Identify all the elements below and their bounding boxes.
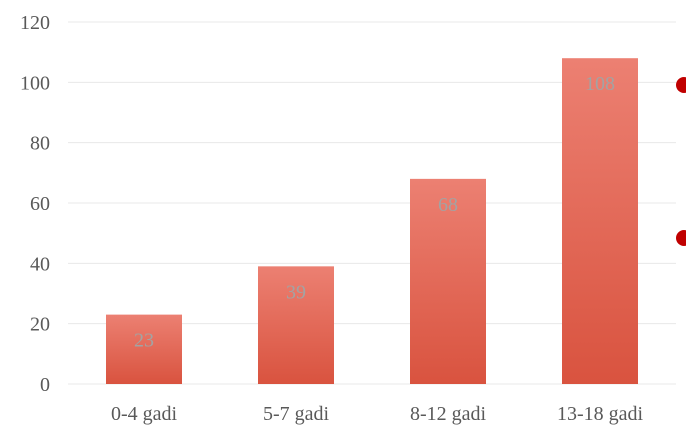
- y-tick-label: 40: [30, 253, 50, 275]
- bar: [562, 58, 638, 384]
- x-tick-label: 8-12 gadi: [410, 403, 487, 425]
- y-tick-label: 20: [30, 314, 50, 336]
- x-axis-tick-labels: 0-4 gadi 5-7 gadi 8-12 gadi 13-18 gadi: [111, 403, 644, 425]
- data-label: 68: [438, 194, 458, 216]
- data-label: 39: [286, 281, 306, 303]
- y-tick-label: 100: [20, 72, 50, 94]
- x-tick-label: 13-18 gadi: [557, 403, 644, 425]
- x-tick-label: 0-4 gadi: [111, 403, 178, 425]
- x-tick-label: 5-7 gadi: [263, 403, 330, 425]
- y-tick-label: 80: [30, 133, 50, 155]
- y-axis-tick-labels: 0 20 40 60 80 100 120: [20, 12, 50, 396]
- y-tick-label: 120: [20, 12, 50, 34]
- bar: [410, 178, 486, 384]
- bars: [106, 58, 638, 384]
- bar: [106, 314, 182, 384]
- y-tick-label: 0: [40, 374, 50, 396]
- bullet-marker: [676, 77, 686, 93]
- data-label: 108: [585, 73, 615, 95]
- data-label: 23: [134, 330, 154, 352]
- data-labels: 23 39 68 108: [134, 73, 615, 351]
- bar: [258, 266, 334, 384]
- bullet-markers: [676, 77, 686, 246]
- y-tick-label: 60: [30, 193, 50, 215]
- bullet-marker: [676, 230, 686, 246]
